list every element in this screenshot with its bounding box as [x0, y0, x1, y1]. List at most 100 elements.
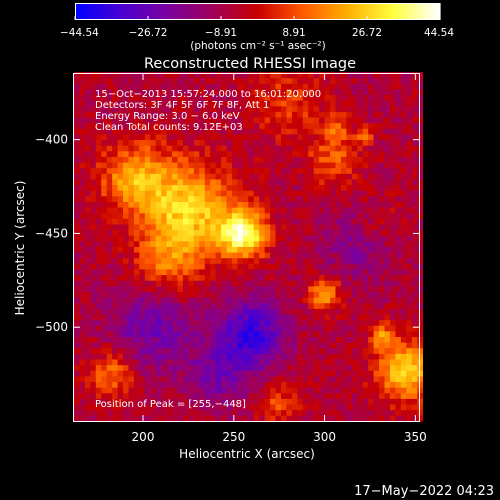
heatmap-cell: [379, 342, 385, 349]
heatmap-cell: [123, 162, 129, 169]
heatmap-cell: [155, 134, 162, 141]
heatmap-cell: [319, 156, 325, 163]
x-tick-label: 350: [404, 430, 427, 444]
heatmap-cell: [275, 269, 282, 276]
heatmap-cell: [335, 263, 342, 270]
heatmap-cell: [308, 207, 315, 214]
heatmap-cell: [215, 195, 222, 202]
heatmap-cell: [199, 308, 206, 315]
heatmap-cell: [302, 398, 309, 405]
heatmap-cell: [335, 269, 342, 276]
heatmap-cell: [117, 72, 124, 79]
heatmap-cell: [319, 381, 325, 388]
heatmap-cell: [144, 392, 151, 399]
heatmap-cell: [182, 336, 189, 343]
heatmap-cell: [84, 207, 91, 214]
heatmap-cell: [106, 179, 113, 186]
heatmap-cell: [335, 117, 342, 124]
heatmap-cell: [161, 347, 168, 354]
heatmap-cell: [101, 207, 108, 214]
heatmap-cell: [106, 319, 113, 326]
colorbar-segment: [367, 3, 371, 20]
heatmap-cell: [270, 246, 276, 253]
heatmap-cell: [150, 184, 157, 191]
heatmap-cell: [182, 342, 189, 349]
heatmap-cell: [188, 257, 195, 264]
heatmap-cell: [330, 280, 336, 287]
heatmap-cell: [106, 224, 113, 231]
heatmap-cell: [330, 83, 336, 90]
heatmap-cell: [340, 398, 347, 405]
heatmap-cell: [144, 89, 151, 96]
heatmap-cell: [281, 297, 287, 304]
heatmap-cell: [155, 218, 162, 225]
heatmap-cell: [172, 100, 178, 107]
heatmap-cell: [302, 381, 309, 388]
heatmap-cell: [106, 274, 113, 281]
heatmap-cell: [177, 375, 184, 383]
heatmap-cell: [226, 167, 233, 174]
heatmap-cell: [188, 117, 195, 124]
heatmap-cell: [395, 398, 402, 405]
heatmap-cell: [231, 89, 238, 96]
colorbar-segment: [365, 3, 369, 20]
heatmap-cell: [351, 263, 358, 270]
heatmap-cell: [411, 162, 418, 169]
heatmap-cell: [177, 195, 184, 202]
heatmap-cell: [172, 72, 178, 79]
heatmap-cell: [155, 184, 162, 191]
heatmap-cell: [182, 392, 189, 399]
heatmap-cell: [188, 235, 195, 242]
heatmap-cell: [357, 370, 364, 377]
heatmap-cell: [210, 100, 217, 107]
heatmap-cell: [215, 229, 222, 236]
heatmap-cell: [275, 325, 282, 332]
heatmap-cell: [417, 415, 424, 422]
heatmap-cell: [291, 72, 298, 79]
heatmap-cell: [177, 274, 184, 281]
heatmap-cell: [204, 83, 211, 90]
heatmap-cell: [389, 274, 396, 281]
heatmap-cell: [117, 404, 124, 411]
heatmap-cell: [308, 150, 315, 157]
heatmap-cell: [389, 285, 396, 292]
heatmap-cell: [270, 117, 276, 124]
heatmap-cell: [357, 179, 364, 186]
heatmap-cell: [395, 404, 402, 411]
heatmap-cell: [144, 381, 151, 388]
heatmap-cell: [133, 353, 140, 360]
heatmap-cell: [406, 291, 413, 298]
heatmap-cell: [264, 235, 271, 242]
heatmap-cell: [242, 364, 249, 371]
heatmap-cell: [319, 218, 325, 225]
heatmap-cell: [253, 156, 260, 163]
heatmap-cell: [351, 280, 358, 287]
heatmap-cell: [150, 122, 157, 129]
heatmap-cell: [406, 224, 413, 231]
heatmap-cell: [215, 117, 222, 124]
heatmap-cell: [172, 269, 178, 276]
heatmap-cell: [128, 134, 135, 141]
heatmap-cell: [281, 257, 287, 264]
heatmap-cell: [340, 409, 347, 416]
heatmap-cell: [340, 387, 347, 394]
heatmap-cell: [297, 246, 304, 253]
heatmap-cell: [286, 274, 293, 281]
colorbar-segment: [340, 3, 344, 20]
heatmap-cell: [231, 359, 238, 366]
heatmap-cell: [210, 257, 217, 264]
colorbar-segment: [272, 3, 276, 20]
heatmap-cell: [106, 235, 113, 242]
heatmap-cell: [395, 162, 402, 169]
colorbar-segment: [177, 3, 181, 20]
heatmap-cell: [357, 280, 364, 287]
heatmap-cell: [362, 77, 369, 84]
heatmap-cell: [362, 415, 369, 422]
heatmap-cell: [281, 398, 287, 405]
heatmap-cell: [172, 359, 178, 366]
heatmap-cell: [275, 246, 282, 253]
heatmap-cell: [389, 128, 396, 135]
heatmap-cell: [242, 263, 249, 270]
heatmap-cell: [281, 336, 287, 343]
heatmap-cell: [324, 314, 331, 321]
